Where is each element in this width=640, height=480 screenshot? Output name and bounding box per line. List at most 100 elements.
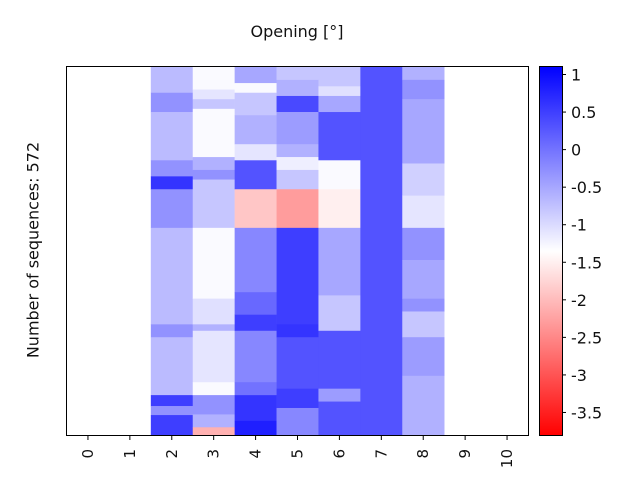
heatmap-cell <box>234 160 277 190</box>
heatmap-cell <box>234 227 277 293</box>
heatmap-cell <box>192 157 235 171</box>
heatmap-cell <box>192 67 235 90</box>
heatmap-cell <box>192 169 235 180</box>
heatmap-cell <box>402 337 445 377</box>
heatmap-cells <box>150 67 445 436</box>
heatmap-cell <box>192 414 235 428</box>
heatmap-cell <box>150 160 194 177</box>
colorbar-tick-label: -0.5 <box>571 178 602 197</box>
heatmap-cell <box>402 67 445 81</box>
colorbar-tick-label: 0.5 <box>571 103 596 122</box>
colorbar-tick-label: -3 <box>571 366 587 385</box>
heatmap-cell <box>276 388 319 409</box>
heatmap-cell <box>276 407 319 436</box>
heatmap-cell <box>402 375 445 436</box>
x-tick-label: 0 <box>79 449 97 459</box>
heatmap-cell <box>192 324 235 332</box>
x-tick-label: 10 <box>498 449 516 468</box>
heatmap-cell <box>318 86 361 97</box>
heatmap-cell <box>234 144 277 161</box>
heatmap-cell <box>234 67 277 84</box>
heatmap-cell <box>234 382 277 396</box>
heatmap-cell <box>150 415 194 436</box>
x-tick-label: 7 <box>372 449 390 459</box>
heatmap-cell <box>150 395 194 407</box>
heatmap-cell <box>192 427 235 436</box>
heatmap-cell <box>276 95 319 113</box>
x-tick-label: 2 <box>163 449 181 459</box>
heatmap-cell <box>192 298 235 325</box>
heatmap-cell <box>402 99 445 164</box>
colorbar-tick-label: -1.5 <box>571 253 602 272</box>
heatmap-cell <box>276 79 319 97</box>
heatmap-cell <box>402 311 445 338</box>
x-tick-label: 6 <box>330 449 348 459</box>
x-tick-label: 8 <box>414 449 432 459</box>
heatmap-cell <box>234 395 277 422</box>
heatmap-cell <box>276 227 319 325</box>
heatmap-cell <box>192 330 235 383</box>
heatmap-cell <box>150 227 194 325</box>
x-tick-label: 1 <box>121 449 139 459</box>
x-tick-label: 9 <box>456 449 474 459</box>
heatmap-cell <box>318 160 361 190</box>
heatmap-cell <box>318 295 361 332</box>
heatmap-cell <box>234 420 277 436</box>
chart-title: Opening [°] <box>250 22 344 41</box>
heatmap-cell <box>276 324 319 338</box>
heatmap-cell <box>192 108 235 158</box>
heatmap-cell <box>150 176 194 190</box>
colorbar <box>539 66 563 436</box>
heatmap-cell <box>150 92 194 113</box>
heatmap-cell <box>234 314 277 332</box>
heatmap-cell <box>234 83 277 94</box>
heatmap-cell <box>318 388 361 402</box>
colorbar-tick-label: 1 <box>571 66 581 85</box>
heatmap-cell <box>276 112 319 145</box>
heatmap-cell <box>318 401 361 436</box>
heatmap-cell <box>276 144 319 158</box>
heatmap-cell <box>318 67 361 87</box>
colorbar-tick-label: -3.5 <box>571 403 602 422</box>
heatmap-cell <box>234 92 277 116</box>
heatmap-cell <box>276 157 319 171</box>
heatmap-cell <box>150 406 194 416</box>
heatmap-cell <box>402 227 445 261</box>
heatmap-cell <box>150 337 194 396</box>
heatmap-cell <box>192 227 235 299</box>
x-tick-label: 3 <box>205 449 223 459</box>
heatmap-cell <box>318 227 361 296</box>
heatmap-cell <box>402 195 445 229</box>
heatmap-cell <box>234 115 277 145</box>
colorbar-tick-label: -1 <box>571 216 587 235</box>
colorbar-tick-label: 0 <box>571 141 581 160</box>
heatmap-cell <box>402 260 445 299</box>
heatmap-cell <box>318 112 361 161</box>
colorbar-tick-label: -2 <box>571 291 587 310</box>
heatmap-cell <box>276 337 319 389</box>
colorbar-ticks: 1 0.5 0 -0.5 -1 -1.5 -2 -2.5 -3 -3.5 <box>562 66 602 422</box>
heatmap-cell <box>234 189 277 229</box>
heatmap-cell <box>192 382 235 396</box>
heatmap-cell <box>150 189 194 229</box>
heatmap-cell <box>318 189 361 229</box>
heatmap-cell <box>276 189 319 229</box>
heatmap-cell <box>150 112 194 161</box>
heatmap-cell <box>150 324 194 338</box>
heatmap-cell <box>276 169 319 190</box>
heatmap-cell <box>402 163 445 196</box>
heatmap-cell <box>318 330 361 389</box>
heatmap-cell <box>318 95 361 113</box>
heatmap-cell <box>192 395 235 415</box>
heatmap-cell <box>150 67 194 94</box>
x-tick-label: 5 <box>289 449 307 459</box>
heatmap-cell <box>234 330 277 383</box>
x-axis-ticks: 0 1 2 3 4 5 6 7 8 9 10 <box>79 435 516 468</box>
heatmap-cell <box>192 89 235 100</box>
heatmap-cell <box>276 67 319 81</box>
heatmap-cell <box>402 298 445 312</box>
heatmap-cell <box>234 292 277 315</box>
heatmap-cell <box>192 99 235 110</box>
